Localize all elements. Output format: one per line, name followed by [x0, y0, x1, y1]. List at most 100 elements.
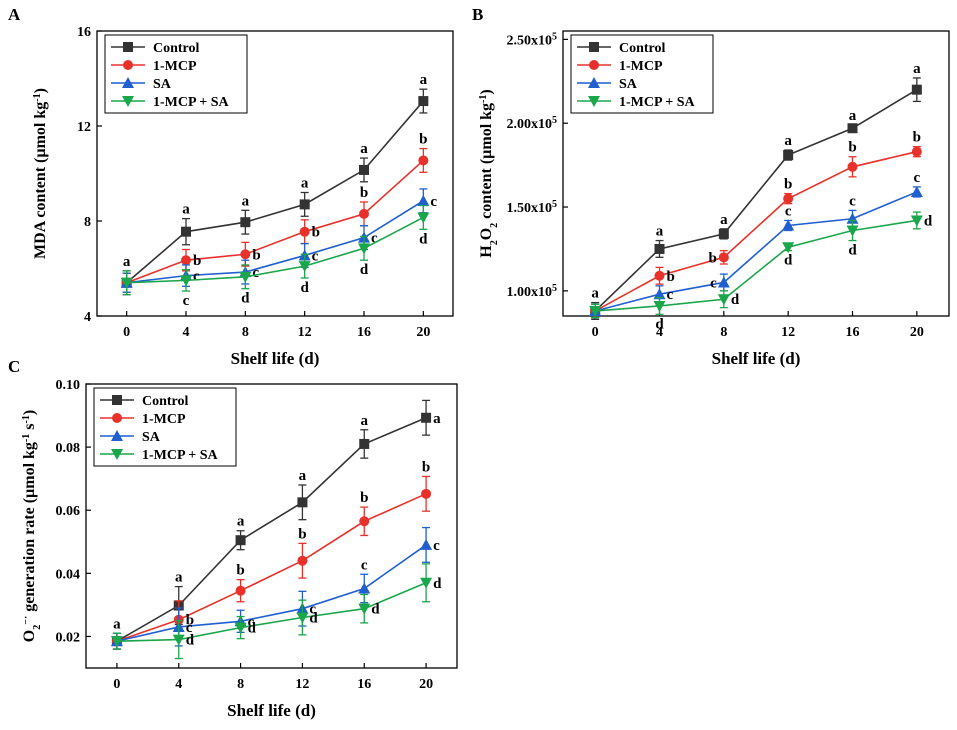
data-point [654, 243, 665, 254]
significance-letter: a [237, 514, 245, 530]
significance-letter: a [175, 570, 183, 586]
x-axis-title: Shelf life (d) [231, 349, 320, 368]
series-line [594, 150, 918, 312]
significance-letter: b [708, 250, 716, 266]
text-part: s [21, 423, 38, 433]
data-point [911, 146, 922, 157]
plot-frame [85, 383, 458, 669]
significance-letter: a [591, 286, 599, 302]
significance-letter: b [913, 130, 921, 146]
y-tick-label: 2.50x105 [507, 31, 558, 49]
x-tick-label: 16 [846, 325, 860, 340]
data-point [717, 294, 730, 306]
data-point [654, 270, 665, 281]
series-1-mcp: b b b b b [121, 132, 429, 293]
x-axis-title: Shelf life (d) [712, 349, 801, 368]
x-tick-label: 20 [419, 677, 433, 692]
data-point [358, 243, 370, 255]
significance-letter: d [360, 262, 369, 278]
panel-c: C 0 4 8 12 16 20 0.02 0.04 0.06 0.08 0.10 Shelf life… [8, 357, 458, 720]
text-part: generation rate (µmol kg [21, 442, 38, 616]
data-point [297, 555, 308, 566]
legend-label: 1-MCP + SA [153, 95, 230, 110]
significance-letter: c [252, 265, 259, 281]
significance-letter: a [420, 72, 428, 88]
data-point [239, 271, 252, 283]
legend-marker [123, 42, 133, 52]
significance-letter: b [186, 613, 194, 629]
significance-letter: b [312, 225, 320, 241]
significance-letter: c [849, 193, 856, 209]
significance-letter: a [913, 61, 921, 77]
significance-letter: d [848, 243, 857, 259]
legend-marker [123, 60, 133, 70]
series-line [116, 544, 427, 642]
y-tick-label: 2.00x105 [507, 115, 558, 133]
data-point [358, 603, 371, 615]
series-line [126, 159, 424, 284]
text-part: ) [21, 410, 38, 415]
data-point [358, 582, 371, 594]
superscript: -1 [32, 93, 43, 101]
x-tick-label: 20 [416, 325, 430, 340]
y-tick-label: 16 [77, 25, 91, 40]
significance-letter: c [430, 194, 437, 210]
x-axis-title: Shelf life (d) [227, 701, 316, 720]
x-tick-label: 4 [183, 325, 190, 340]
significance-letter: a [361, 413, 369, 429]
data-point [420, 538, 433, 550]
series-control: a a a a a a [111, 399, 441, 650]
series-line [126, 100, 424, 284]
y-axis-title: H2O2 content (µmol kg-1) [478, 89, 500, 257]
superscript: −· [21, 616, 32, 625]
data-point [120, 277, 133, 289]
panel-letter: A [8, 5, 21, 24]
superscript: -1 [21, 434, 32, 442]
data-point [297, 497, 308, 508]
plot-frame [562, 30, 950, 317]
significance-letter: b [360, 490, 368, 506]
data-point [418, 155, 429, 166]
data-point [180, 275, 192, 287]
significance-letter: a [360, 141, 368, 157]
significance-letter: c [667, 287, 674, 303]
legend-label: Control [619, 41, 666, 56]
y-tick-label: 1.00x105 [507, 282, 558, 300]
y-tick-exponent: 5 [552, 282, 557, 293]
x-tick-label: 12 [295, 677, 309, 692]
significance-letter: c [248, 614, 255, 630]
significance-letter: d [300, 280, 309, 296]
data-point [181, 255, 191, 266]
significance-letter: c [710, 275, 717, 291]
significance-letter: d [924, 213, 933, 229]
significance-letter: c [371, 231, 378, 247]
legend-marker [122, 77, 134, 88]
data-point [847, 123, 858, 134]
series-line [594, 88, 918, 312]
data-point [718, 228, 729, 239]
series-line [595, 219, 917, 312]
y-tick-label: 1.50x105 [507, 199, 558, 217]
superscript: -1 [21, 415, 32, 423]
series-sa: c c c c c [110, 526, 440, 650]
x-tick-label: 20 [910, 325, 924, 340]
x-tick-label: 8 [242, 325, 249, 340]
data-point [782, 242, 795, 254]
data-point [910, 215, 923, 227]
legend-marker [589, 60, 599, 70]
data-point [420, 577, 433, 589]
legend-marker [112, 413, 122, 423]
paren: ) [32, 88, 49, 93]
subscript: 2 [489, 223, 500, 228]
series-1-mcp-sa: d d d d d [589, 211, 933, 332]
data-point [359, 164, 369, 175]
data-point [181, 226, 191, 237]
significance-letter: d [241, 291, 250, 307]
series-line [116, 493, 427, 642]
significance-letter: a [433, 411, 441, 427]
data-point [653, 300, 666, 312]
data-point [240, 249, 251, 260]
significance-letter: d [371, 602, 380, 618]
significance-letter: b [422, 459, 430, 475]
